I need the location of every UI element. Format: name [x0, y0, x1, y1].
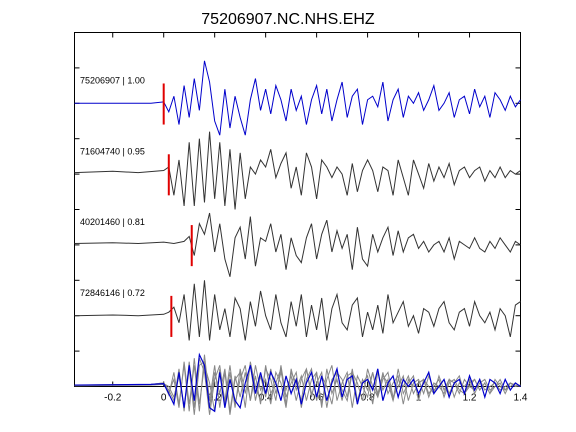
plot-area-frame [74, 32, 521, 387]
trace-labels: 75206907 | 1.00 71604740 | 0.95 40201460 |… [80, 75, 145, 297]
x-tick-label: 1.2 [463, 393, 477, 404]
stack-trace-3 [74, 360, 521, 415]
trace-label-2: 71604740 | 0.95 [80, 146, 145, 156]
trace-line-1 [74, 60, 521, 136]
x-tick-label: 0.4 [259, 393, 273, 404]
stack-reference-trace [74, 352, 521, 413]
stack-trace-1 [74, 358, 521, 415]
x-tick-label: 1.4 [514, 393, 528, 404]
trace-label-4: 72846146 | 0.72 [80, 288, 145, 298]
trace-line-3 [74, 212, 521, 277]
trace-line-2 [74, 131, 521, 210]
trace-label-1: 75206907 | 1.00 [80, 75, 145, 85]
trace-line-4 [74, 280, 521, 341]
chart-title: 75206907.NC.NHS.EHZ [201, 11, 375, 28]
x-tick-label: -0.2 [104, 393, 122, 404]
trace-group [74, 60, 521, 341]
stacked-overlay [74, 352, 521, 415]
x-tick-label: 0 [161, 393, 167, 404]
trace-label-3: 40201460 | 0.81 [80, 217, 145, 227]
x-tick-label: 0.2 [208, 393, 222, 404]
